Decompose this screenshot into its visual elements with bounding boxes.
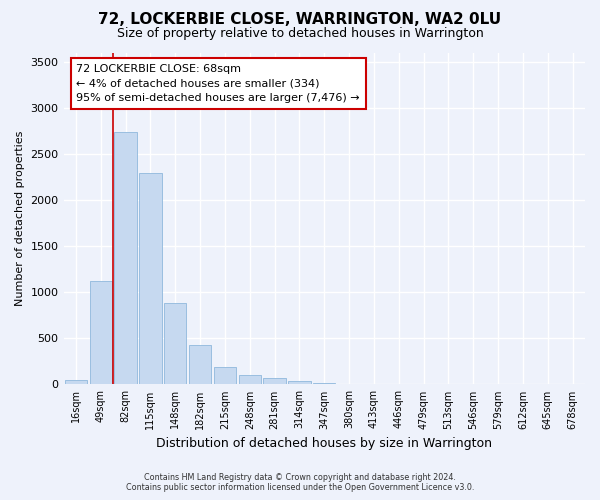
Bar	[115, 132, 137, 384]
Bar	[263, 378, 286, 384]
Bar	[164, 304, 187, 384]
Text: 72, LOCKERBIE CLOSE, WARRINGTON, WA2 0LU: 72, LOCKERBIE CLOSE, WARRINGTON, WA2 0LU	[98, 12, 502, 28]
Text: Size of property relative to detached houses in Warrington: Size of property relative to detached ho…	[116, 28, 484, 40]
Text: Contains HM Land Registry data © Crown copyright and database right 2024.
Contai: Contains HM Land Registry data © Crown c…	[126, 473, 474, 492]
Bar	[189, 345, 211, 385]
Bar	[65, 380, 87, 384]
Bar	[239, 375, 261, 384]
X-axis label: Distribution of detached houses by size in Warrington: Distribution of detached houses by size …	[156, 437, 492, 450]
Bar	[214, 368, 236, 384]
Text: 72 LOCKERBIE CLOSE: 68sqm
← 4% of detached houses are smaller (334)
95% of semi-: 72 LOCKERBIE CLOSE: 68sqm ← 4% of detach…	[76, 64, 360, 103]
Bar	[139, 174, 161, 384]
Y-axis label: Number of detached properties: Number of detached properties	[15, 131, 25, 306]
Bar	[89, 281, 112, 384]
Bar	[313, 383, 335, 384]
Bar	[288, 381, 311, 384]
